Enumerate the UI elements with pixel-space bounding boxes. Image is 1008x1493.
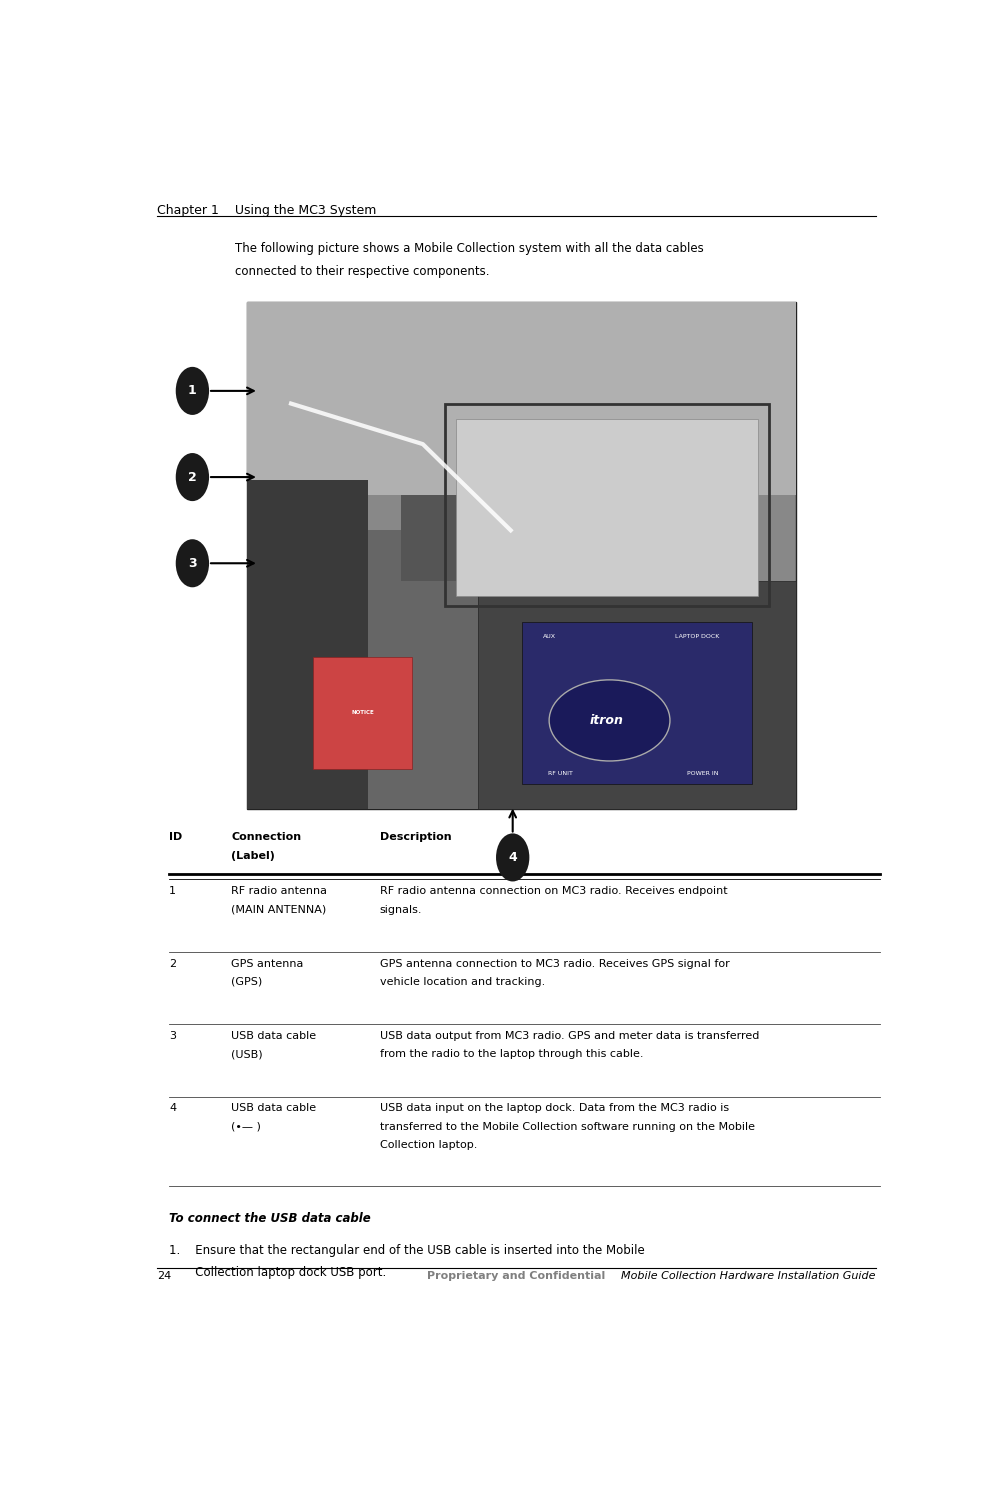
- Text: Description: Description: [380, 832, 452, 842]
- Text: USB data input on the laptop dock. Data from the MC3 radio is: USB data input on the laptop dock. Data …: [380, 1103, 729, 1114]
- Bar: [456, 418, 758, 596]
- Circle shape: [176, 540, 208, 587]
- Text: GPS antenna: GPS antenna: [232, 959, 303, 969]
- Text: LAPTOP DOCK: LAPTOP DOCK: [675, 635, 720, 639]
- Text: Chapter 1    Using the MC3 System: Chapter 1 Using the MC3 System: [157, 205, 377, 218]
- Circle shape: [176, 367, 208, 414]
- Bar: [401, 494, 483, 581]
- Text: ID: ID: [169, 832, 182, 842]
- Text: 2: 2: [169, 959, 176, 969]
- Text: USB data cable: USB data cable: [232, 1103, 317, 1114]
- Bar: [247, 302, 796, 494]
- Text: Mobile Collection Hardware Installation Guide: Mobile Collection Hardware Installation …: [622, 1272, 876, 1281]
- Text: (GPS): (GPS): [232, 976, 263, 987]
- Text: itron: itron: [590, 714, 624, 727]
- Text: The following picture shows a Mobile Collection system with all the data cables: The following picture shows a Mobile Col…: [236, 242, 705, 255]
- Circle shape: [497, 835, 528, 881]
- Text: vehicle location and tracking.: vehicle location and tracking.: [380, 976, 545, 987]
- Bar: [313, 657, 412, 769]
- Text: RF UNIT: RF UNIT: [547, 772, 573, 776]
- Text: 4: 4: [169, 1103, 176, 1114]
- Text: (USB): (USB): [232, 1050, 263, 1060]
- Text: RF radio antenna connection on MC3 radio. Receives endpoint: RF radio antenna connection on MC3 radio…: [380, 887, 728, 896]
- Text: 3: 3: [169, 1032, 176, 1041]
- Bar: [247, 479, 368, 809]
- Bar: [368, 530, 560, 809]
- Text: (•— ): (•— ): [232, 1121, 261, 1132]
- Text: NOTICE: NOTICE: [351, 711, 374, 715]
- Text: signals.: signals.: [380, 905, 422, 915]
- Bar: [478, 581, 796, 809]
- Text: Connection: Connection: [232, 832, 301, 842]
- Ellipse shape: [549, 679, 670, 761]
- Circle shape: [176, 454, 208, 500]
- Text: (Label): (Label): [232, 851, 275, 860]
- Text: RF radio antenna: RF radio antenna: [232, 887, 328, 896]
- Text: from the radio to the laptop through this cable.: from the radio to the laptop through thi…: [380, 1050, 643, 1060]
- Bar: [522, 621, 752, 784]
- Text: Collection laptop dock USB port.: Collection laptop dock USB port.: [169, 1266, 386, 1278]
- Text: 1: 1: [188, 384, 197, 397]
- Text: 3: 3: [188, 557, 197, 570]
- Text: transferred to the Mobile Collection software running on the Mobile: transferred to the Mobile Collection sof…: [380, 1121, 755, 1132]
- Text: 1: 1: [169, 887, 176, 896]
- Text: 1.    Ensure that the rectangular end of the USB cable is inserted into the Mobi: 1. Ensure that the rectangular end of th…: [169, 1244, 645, 1257]
- Bar: [247, 302, 796, 809]
- Text: GPS antenna connection to MC3 radio. Receives GPS signal for: GPS antenna connection to MC3 radio. Rec…: [380, 959, 730, 969]
- Text: Collection laptop.: Collection laptop.: [380, 1141, 477, 1150]
- Text: To connect the USB data cable: To connect the USB data cable: [169, 1211, 371, 1224]
- Bar: [445, 403, 769, 606]
- Text: Proprietary and Confidential: Proprietary and Confidential: [427, 1272, 606, 1281]
- Text: (MAIN ANTENNA): (MAIN ANTENNA): [232, 905, 327, 915]
- Text: USB data output from MC3 radio. GPS and meter data is transferred: USB data output from MC3 radio. GPS and …: [380, 1032, 759, 1041]
- Text: USB data cable: USB data cable: [232, 1032, 317, 1041]
- Text: AUX: AUX: [542, 635, 555, 639]
- Text: connected to their respective components.: connected to their respective components…: [236, 266, 490, 278]
- Text: 4: 4: [508, 851, 517, 864]
- Text: POWER IN: POWER IN: [687, 772, 719, 776]
- Text: 24: 24: [157, 1272, 171, 1281]
- Text: 2: 2: [188, 470, 197, 484]
